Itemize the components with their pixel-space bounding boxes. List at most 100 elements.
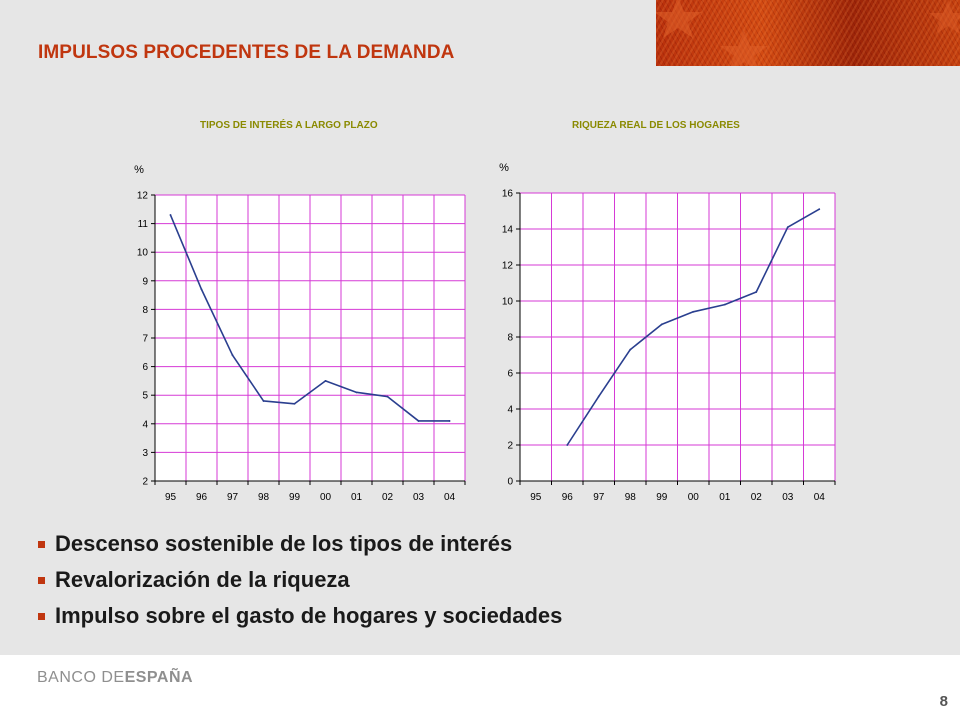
data-point <box>660 323 663 326</box>
y-tick-label: 5 <box>142 391 148 402</box>
bullet-text: Impulso sobre el gasto de hogares y soci… <box>55 603 563 628</box>
star-shape <box>929 0 960 34</box>
data-point <box>566 444 569 446</box>
data-point <box>755 291 758 293</box>
star-shape <box>656 0 702 38</box>
x-tick-label: 04 <box>444 492 456 503</box>
x-tick-label: 99 <box>289 492 301 503</box>
series-line-segment <box>566 395 600 446</box>
bullet-marker-icon <box>38 540 45 548</box>
series-line-segment <box>324 380 358 394</box>
bullet-item: Descenso sostenible de los tipos de inte… <box>38 526 562 562</box>
bullet-marker-icon <box>38 576 45 584</box>
bullet-text: Descenso sostenible de los tipos de inte… <box>55 531 513 556</box>
y-tick-label: 8 <box>507 333 513 344</box>
data-point <box>629 348 632 351</box>
x-tick-label: 01 <box>719 492 731 503</box>
y-tick-label: 0 <box>507 477 513 488</box>
bullet-item: Revalorización de la riqueza <box>38 562 562 598</box>
y-tick-label: 6 <box>507 369 513 380</box>
y-tick-label: 4 <box>142 419 148 430</box>
data-point <box>692 310 695 313</box>
y-tick-label: 8 <box>142 305 148 316</box>
data-point <box>786 226 789 229</box>
x-tick-label: 97 <box>593 492 605 503</box>
y-tick-label: 6 <box>142 362 148 373</box>
y-tick-label: 3 <box>142 448 148 459</box>
x-tick-label: 98 <box>625 492 637 503</box>
series-line-segment <box>786 208 821 228</box>
y-tick-label: 11 <box>138 219 149 230</box>
x-tick-label: 98 <box>258 492 270 503</box>
x-tick-label: 99 <box>656 492 668 503</box>
series-line-segment <box>169 214 203 291</box>
y-unit-label: % <box>134 164 144 176</box>
data-point <box>231 354 234 357</box>
data-point <box>262 400 265 402</box>
data-point <box>324 380 327 382</box>
header-banner-image <box>656 0 960 66</box>
interest-rate-chart: 2 3 4 5 6 7 8 9 10 11 12 95 96 97 98 99 00 01 02 03 04% <box>134 164 466 503</box>
y-tick-label: 12 <box>502 261 514 272</box>
x-tick-label: 03 <box>782 492 794 503</box>
star-shape <box>720 30 768 66</box>
series-line-segment <box>386 395 420 422</box>
series-line-segment <box>262 400 296 405</box>
series-line-segment <box>597 348 632 398</box>
series-line-segment <box>629 323 663 351</box>
page-number: 8 <box>939 693 948 710</box>
data-point <box>723 303 726 306</box>
logo-text-light: BANCO DE <box>37 669 125 686</box>
data-point <box>200 288 203 291</box>
series-line-segment <box>293 380 327 405</box>
y-tick-label: 2 <box>507 441 513 452</box>
x-tick-label: 97 <box>227 492 239 503</box>
y-tick-label: 12 <box>137 191 149 202</box>
slide-title: IMPULSOS PROCEDENTES DE LA DEMANDA <box>38 42 455 63</box>
data-point <box>293 402 296 405</box>
series-line-segment <box>723 291 758 306</box>
data-point <box>169 214 172 216</box>
x-tick-label: 95 <box>165 492 177 503</box>
data-point <box>818 208 821 211</box>
y-tick-label: 4 <box>507 405 513 416</box>
y-unit-label: % <box>499 162 509 174</box>
x-tick-label: 00 <box>320 492 332 503</box>
y-tick-label: 10 <box>137 248 149 259</box>
x-tick-label: 95 <box>530 492 542 503</box>
x-tick-label: 03 <box>413 492 425 503</box>
bullet-text: Revalorización de la riqueza <box>55 567 350 592</box>
x-tick-label: 96 <box>196 492 208 503</box>
bank-logo: BANCO DEESPAÑA <box>37 669 193 687</box>
series-line-segment <box>355 391 389 398</box>
logo-text-bold: ESPAÑA <box>124 669 194 686</box>
bullet-marker-icon <box>38 612 45 620</box>
series-line-segment <box>231 354 265 402</box>
y-tick-label: 10 <box>502 297 514 308</box>
y-tick-label: 14 <box>502 225 514 236</box>
bullet-list: Descenso sostenible de los tipos de inte… <box>38 526 562 634</box>
x-tick-label: 04 <box>814 492 826 503</box>
y-tick-label: 2 <box>142 477 148 488</box>
x-tick-label: 01 <box>351 492 363 503</box>
footer: BANCO DEESPAÑA 8 <box>0 655 960 720</box>
x-tick-label: 96 <box>562 492 574 503</box>
series-line-segment <box>200 288 234 356</box>
x-tick-label: 02 <box>751 492 763 503</box>
data-point <box>355 391 358 394</box>
x-tick-label: 00 <box>688 492 700 503</box>
series-line-segment <box>660 311 695 326</box>
data-point <box>386 395 389 398</box>
y-tick-label: 16 <box>502 189 514 200</box>
series-line-segment <box>692 303 726 313</box>
bullet-item: Impulso sobre el gasto de hogares y soci… <box>38 598 562 634</box>
x-tick-label: 02 <box>382 492 394 503</box>
series-line-segment <box>755 226 789 293</box>
data-point <box>597 395 600 398</box>
y-tick-label: 9 <box>142 276 148 287</box>
data-point <box>448 420 451 422</box>
chart-title-interest-rates: TIPOS DE INTERÉS A LARGO PLAZO <box>200 120 378 131</box>
chart-title-household-wealth: RIQUEZA REAL DE LOS HOGARES <box>572 120 740 131</box>
data-point <box>417 420 420 422</box>
